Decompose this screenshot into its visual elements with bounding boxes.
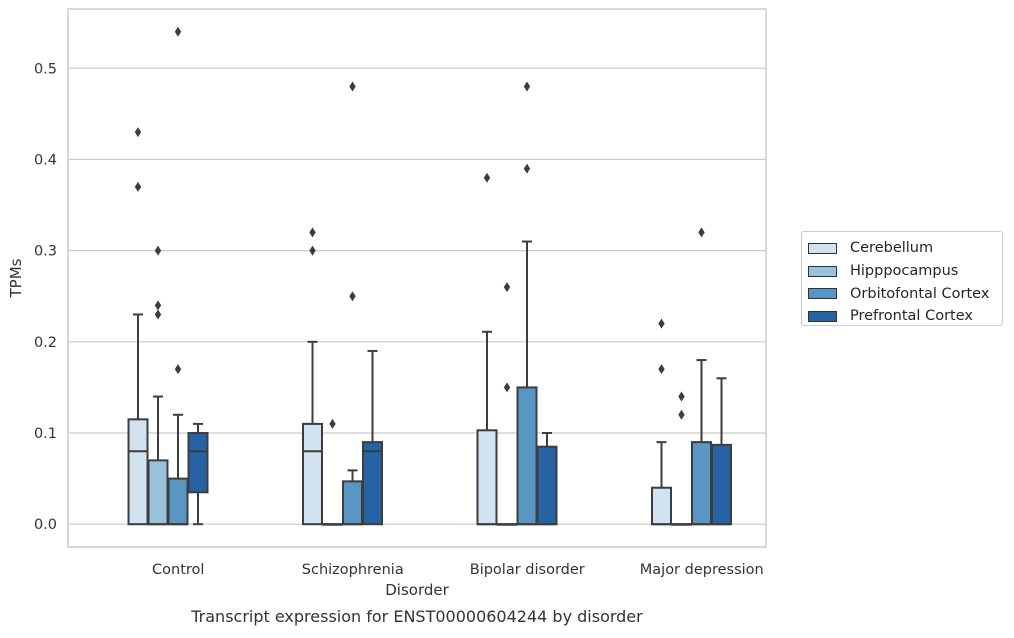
outlier-point (154, 245, 162, 256)
outlier-point (174, 26, 182, 37)
box-body (362, 441, 383, 526)
y-tick-labels: 0.0 0.1 0.2 0.3 0.4 0.5 (34, 61, 57, 533)
outlier-point (698, 227, 705, 238)
box (536, 432, 558, 526)
outlier-point (309, 245, 316, 256)
legend-swatch-prefrontal-cortex (808, 310, 837, 322)
x-tick-label: Control (152, 562, 204, 578)
box (167, 26, 189, 526)
box-body (691, 441, 712, 526)
legend-swatch-orbitofrontal-cortex (808, 288, 837, 300)
plot-area (67, 8, 767, 548)
outlier-point (523, 81, 531, 92)
outlier-point (154, 300, 162, 311)
box-body (711, 443, 732, 526)
box (127, 127, 149, 526)
legend-label-prefrontal-cortex: Prefrontal Cortex (850, 308, 973, 325)
box-body (536, 445, 558, 526)
box-series (127, 26, 732, 526)
outlier-point (658, 364, 665, 375)
box (362, 349, 383, 526)
x-axis-label: Disorder (385, 581, 449, 599)
box-body (342, 480, 363, 526)
y-tick-label: 0.3 (34, 244, 57, 260)
box-body (476, 429, 498, 526)
y-axis-label: TPMs (7, 258, 25, 298)
y-tick-label: 0.2 (34, 335, 57, 351)
outlier-point (329, 418, 336, 429)
x-tick-label: Major depression (640, 562, 764, 578)
box-body (516, 386, 538, 526)
outlier-point (678, 409, 685, 420)
legend-item-orbitofrontal-cortex: Orbitofontal Cortex (808, 282, 1002, 305)
legend-swatch-hippocampus (808, 265, 837, 277)
outlier-point (154, 309, 162, 320)
x-tick-label: Schizophrenia (302, 562, 404, 578)
outlier-point (349, 81, 356, 92)
box-body (187, 432, 209, 494)
box (302, 227, 323, 526)
legend-item-prefrontal-cortex: Prefrontal Cortex (808, 305, 1002, 328)
outlier-point (523, 163, 531, 174)
legend-swatch-cerebellum (808, 242, 837, 254)
legend-item-hippocampus: Hipppocampus (808, 260, 1002, 283)
legend-label-orbitofrontal-cortex: Orbitofontal Cortex (850, 285, 990, 302)
box-body (147, 459, 169, 526)
y-tick-label: 0.5 (34, 61, 57, 77)
box-body (302, 422, 323, 526)
outlier-point (134, 127, 142, 138)
box-body (651, 486, 672, 526)
outlier-point (483, 172, 491, 183)
x-tick-labels: Control Schizophrenia Bipolar disorder Majo… (152, 562, 764, 578)
outlier-point (658, 318, 665, 329)
outlier-point (349, 291, 356, 302)
box (476, 172, 498, 526)
legend: Cerebellum Hipppocampus Orbitofontal Cor… (801, 231, 1003, 326)
box (711, 377, 732, 526)
outlier-point (503, 382, 511, 393)
legend-item-cerebellum: Cerebellum (808, 237, 1002, 260)
outlier-point (678, 391, 685, 402)
outlier-point (174, 364, 182, 375)
y-tick-label: 0.1 (34, 426, 57, 442)
outlier-point (309, 227, 316, 238)
legend-label-hippocampus: Hipppocampus (850, 263, 959, 280)
box (651, 318, 672, 526)
legend-label-cerebellum: Cerebellum (850, 240, 934, 257)
box (187, 422, 209, 526)
box-body (127, 418, 149, 526)
y-tick-label: 0.0 (34, 517, 57, 533)
x-tick-label: Bipolar disorder (470, 562, 585, 578)
y-tick-label: 0.4 (34, 152, 57, 168)
box-body (167, 477, 189, 526)
chart-caption: Transcript expression for ENST0000060424… (190, 607, 643, 626)
outlier-point (503, 282, 511, 293)
outlier-point (134, 181, 142, 192)
